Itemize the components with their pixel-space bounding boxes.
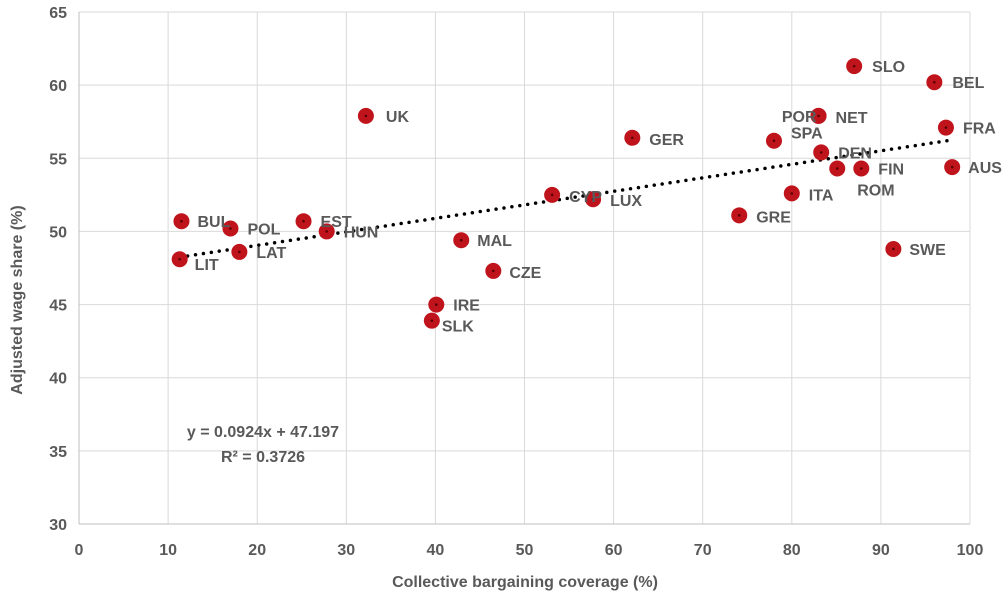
point-label-ire: IRE — [453, 298, 480, 315]
point-label-gre: GRE — [756, 209, 791, 226]
x-tick-label: 20 — [248, 542, 266, 559]
point-label-fra: FRA — [963, 121, 996, 138]
y-tick-label: 35 — [49, 444, 67, 461]
x-tick-label: 30 — [337, 542, 355, 559]
point-label-bel: BEL — [952, 75, 984, 92]
data-point-center — [459, 238, 463, 242]
data-point-center — [434, 303, 438, 306]
data-point-center — [591, 197, 595, 201]
point-label-slo: SLO — [872, 59, 905, 76]
y-tick-label: 40 — [49, 371, 67, 388]
x-tick-label: 100 — [957, 542, 984, 559]
trendline-r-squared: R² = 0.3726 — [221, 449, 305, 466]
y-tick-label: 55 — [49, 151, 67, 168]
point-label-por: POR — [782, 109, 817, 126]
point-label-rom: ROM — [857, 183, 894, 200]
point-label-mal: MAL — [477, 233, 512, 250]
data-point-center — [302, 219, 305, 223]
data-point-center — [180, 219, 183, 223]
point-label-lit: LIT — [195, 257, 219, 274]
point-label-est: EST — [321, 214, 352, 231]
data-point-center — [229, 227, 232, 230]
point-label-net: NET — [836, 110, 868, 127]
x-tick-label: 10 — [159, 542, 177, 559]
data-point-center — [631, 136, 634, 140]
x-tick-label: 70 — [694, 542, 712, 559]
grid-lines — [79, 11, 971, 524]
data-point-center — [492, 269, 495, 273]
data-point-center — [859, 167, 863, 170]
point-label-fin: FIN — [878, 162, 904, 179]
x-tick-label: 50 — [516, 542, 534, 559]
point-label-den: DEN — [838, 145, 872, 162]
x-tick-label: 40 — [427, 542, 445, 559]
data-point-center — [364, 114, 368, 118]
axes — [78, 12, 970, 525]
data-point-center — [178, 257, 181, 261]
point-labels: UK SLO BEL POR NET FRA GER SPA DEN AUS FIN ROM ITA CY… — [195, 59, 1003, 336]
x-tick-label: 60 — [605, 542, 623, 559]
y-tick-label: 30 — [49, 517, 67, 534]
x-tick-label: 0 — [75, 542, 84, 559]
data-point-center — [430, 319, 434, 322]
x-tick-labels: 0 10 20 30 40 50 60 70 80 90 100 — [75, 542, 984, 559]
point-label-cyp: CYP — [569, 189, 602, 206]
point-label-cze: CZE — [509, 265, 541, 282]
point-label-spa: SPA — [791, 126, 823, 143]
point-label-ita: ITA — [809, 187, 834, 204]
point-label-uk: UK — [386, 109, 410, 126]
point-label-bul: BUL — [197, 214, 230, 231]
trendline-layer — [177, 138, 954, 259]
y-tick-labels: 30 35 40 45 50 55 60 65 — [49, 5, 67, 534]
point-label-lux: LUX — [610, 193, 642, 210]
y-tick-label: 50 — [49, 224, 67, 241]
y-tick-label: 60 — [49, 78, 67, 95]
data-point-center — [772, 139, 776, 143]
x-tick-label: 80 — [783, 542, 801, 559]
point-label-ger: GER — [649, 132, 684, 149]
point-label-slk: SLK — [442, 319, 474, 336]
data-point-center — [944, 126, 948, 129]
point-label-aus: AUS — [968, 160, 1002, 177]
data-point-center — [325, 230, 328, 233]
point-label-swe: SWE — [909, 242, 946, 259]
y-tick-label: 45 — [49, 298, 67, 315]
data-points — [171, 58, 961, 329]
point-label-lat: LAT — [256, 245, 286, 262]
x-tick-label: 90 — [872, 542, 890, 559]
y-tick-label: 65 — [49, 5, 67, 22]
data-point-center — [737, 214, 741, 217]
point-label-hun: HUN — [344, 224, 379, 241]
data-point-center — [550, 193, 554, 197]
y-axis-title: Adjusted wage share (%) — [9, 205, 26, 394]
trendline — [177, 138, 954, 259]
data-point-center — [933, 80, 936, 84]
data-point-center — [790, 192, 794, 195]
data-point-center — [819, 151, 823, 154]
data-point-center — [238, 250, 241, 254]
point-label-pol: POL — [247, 222, 280, 239]
data-point-center — [950, 165, 954, 169]
data-point-center — [835, 167, 839, 170]
data-point-center — [892, 247, 895, 251]
x-axis-title: Collective bargaining coverage (%) — [392, 574, 658, 591]
data-point-center — [817, 114, 820, 118]
trendline-equation: y = 0.0924x + 47.197 — [187, 424, 339, 441]
data-point-center — [852, 64, 856, 68]
